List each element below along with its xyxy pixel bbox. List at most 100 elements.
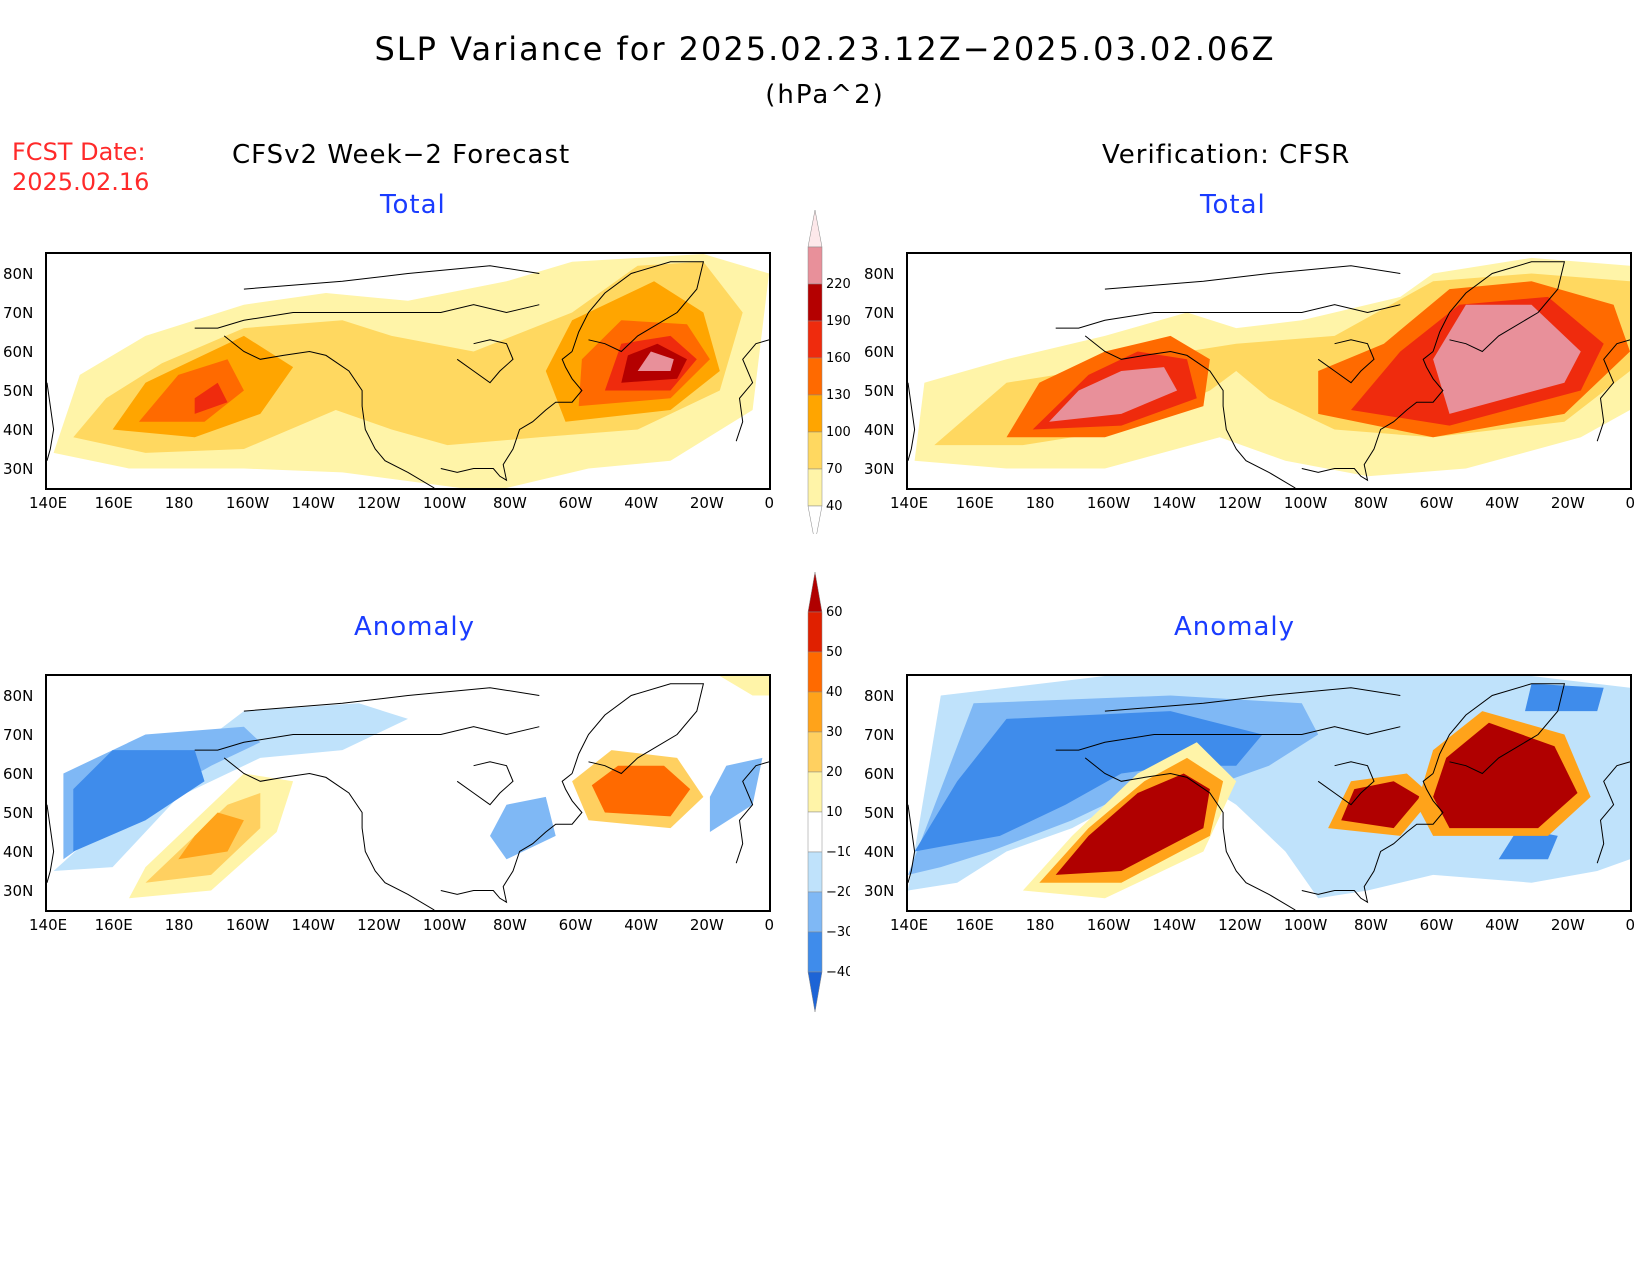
colorbar-segment [807,209,823,248]
colorbar-label: 40 [826,499,843,514]
lat-tick-label: 70N [864,725,895,744]
lon-tick-label: 160W [1086,916,1131,934]
contour-region-level-4 [591,765,691,817]
colorbar-label: 100 [826,425,850,440]
coastline-2 [1317,339,1375,384]
coastline-5 [1596,761,1630,864]
colorbar-segment [807,468,823,507]
lon-tick-label: 160W [225,494,270,512]
forecast-anomaly-map [45,674,771,912]
coastline-1 [440,351,583,482]
lon-tick-label: 160E [955,916,994,934]
contour-region-level-5 [194,382,228,414]
coastline-0 [1084,335,1296,488]
lon-tick-label: 160W [1086,494,1131,512]
colorbar-segment [807,651,823,693]
coastline-6 [194,304,540,329]
colorbar-segment [807,611,823,653]
lon-tick-label: 160W [225,916,270,934]
lon-tick-label: 100W [1283,494,1328,512]
coastline-0 [223,335,435,488]
coastline-3 [1432,683,1566,775]
verification-anomaly-map [906,674,1632,912]
lon-tick-label: 140E [29,494,68,512]
colorbar-label: −40 [826,965,850,980]
fcst-date-value: 2025.02.16 [12,168,150,196]
colorbar-segment [807,691,823,733]
lat-tick-label: 50N [3,803,34,822]
forecast-anomaly-subtitle: Anomaly [354,612,476,642]
lat-tick-label: 70N [3,303,34,322]
contour-region-level-3 [178,812,244,860]
coastline-4 [47,804,55,883]
coastline-3 [1432,261,1566,353]
colorbar-segment [807,771,823,813]
colorbar-label: 190 [826,314,850,329]
lat-tick-label: 50N [3,381,34,400]
lon-tick-label: 140W [291,916,335,934]
colorbar-segment [807,283,823,322]
lat-tick-label: 30N [3,459,34,478]
colorbar-label: 160 [826,351,850,366]
coastline-5 [735,761,769,864]
verif_total-field [908,254,1630,488]
colorbar-segment [807,431,823,470]
colorbar-segment [807,320,823,359]
coastline-5 [735,339,769,442]
lon-tick-label: 140E [890,916,929,934]
colorbar-segment [807,246,823,285]
lat-tick-label: 50N [864,381,895,400]
chart-title: SLP Variance for 2025.02.23.12Z−2025.03.… [374,30,1276,68]
lon-tick-label: 0 [764,916,775,934]
lat-tick-label: 70N [864,303,895,322]
lon-tick-label: 80W [492,916,527,934]
lat-tick-label: 60N [864,342,895,361]
colorbar-segment [807,731,823,773]
lat-tick-label: 80N [864,686,895,705]
coastline-4 [908,804,916,883]
colorbar-segment [807,505,823,534]
colorbar-label: 60 [826,605,843,620]
verification-total-map [906,252,1632,490]
colorbar-label: 50 [826,645,843,660]
lon-tick-label: 100W [1283,916,1328,934]
coastline-0 [1084,757,1296,910]
coastline-4 [47,382,55,461]
coastline-6 [194,726,540,751]
colorbar-label: 20 [826,765,843,780]
lon-tick-label: 120W [1218,494,1262,512]
colorbar-segment [807,571,823,613]
lat-tick-label: 50N [864,803,895,822]
lat-tick-label: 30N [864,459,895,478]
contour-region-level--1 [53,703,408,871]
colorbar-segment [807,971,823,1013]
forecast-total-subtitle: Total [380,190,446,220]
contour-region-level-6 [1433,722,1578,829]
coastline-7 [243,265,540,290]
lon-tick-label: 0 [1625,916,1636,934]
coastline-7 [1104,687,1401,712]
lon-tick-label: 100W [422,494,467,512]
lat-tick-label: 40N [864,842,895,861]
colorbar-label: −20 [826,885,850,900]
lon-tick-label: 140E [29,916,68,934]
lon-tick-label: 140W [1152,916,1196,934]
lon-tick-label: 160E [955,494,994,512]
lat-tick-label: 70N [3,725,34,744]
contour-region-level--3 [1525,683,1604,712]
contour-region-level-7 [1433,304,1581,414]
contour-region-level-1 [719,676,769,696]
lat-tick-label: 60N [3,342,34,361]
contour-region-level-7 [1049,367,1178,422]
lon-tick-label: 80W [1353,494,1388,512]
colorbar-segment [807,811,823,853]
coastline-3 [571,261,705,353]
coastline-0 [223,757,435,910]
colorbar-segment [807,394,823,433]
colorbar-segment [807,851,823,893]
anomaly-colorbar: −40 −30 −20 −10 10 20 30 40 50 60 [807,571,850,1013]
forecast-total-map [45,252,771,490]
lat-tick-label: 40N [3,842,34,861]
lon-tick-label: 160E [94,494,133,512]
lat-tick-label: 80N [3,686,34,705]
